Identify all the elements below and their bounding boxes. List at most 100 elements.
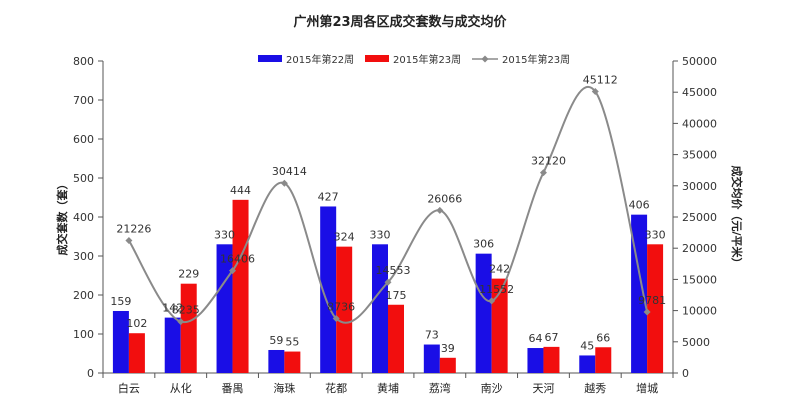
category-label: 南沙: [481, 382, 503, 395]
category-label: 荔湾: [429, 381, 451, 395]
price-value-label: 14553: [376, 264, 411, 277]
bars: [112, 199, 664, 373]
right-tick-label: 40000: [682, 117, 717, 130]
bar-value-label: 242: [489, 263, 510, 276]
left-axis-label: 成交套数（套）: [55, 179, 69, 256]
left-axis-ticks: 0 100 200 300 400 500 600 700 800: [73, 55, 103, 380]
category-label: 从化: [170, 381, 192, 395]
left-tick-label: 300: [73, 250, 94, 263]
price-point: [177, 318, 185, 326]
bar-value-label: 73: [425, 329, 439, 342]
right-axis-label: 成交均价（元/平米）: [730, 165, 744, 268]
bar-value-label: 427: [318, 190, 339, 203]
bar-value-label: 55: [285, 336, 299, 349]
bar-value-label: 39: [441, 342, 455, 355]
price-value-label: 26066: [427, 192, 462, 205]
bar-week22: [268, 349, 285, 373]
bar-week22: [320, 206, 337, 373]
bar-value-label: 444: [230, 184, 251, 197]
legend-marker-price: [481, 55, 489, 63]
bar-week23: [284, 351, 301, 373]
legend: 2015年第22周 2015年第23周 2015年第23周: [258, 53, 570, 66]
left-tick-label: 500: [73, 172, 94, 185]
bar-week22: [164, 317, 181, 373]
bar-week22: [475, 253, 492, 373]
bar-week23: [543, 346, 560, 373]
bar-week23: [232, 199, 249, 373]
bar-value-label: 59: [269, 334, 283, 347]
right-tick-label: 5000: [682, 336, 710, 349]
bar-value-label: 406: [629, 199, 650, 212]
price-point: [591, 88, 599, 96]
bar-week23: [439, 357, 456, 373]
left-tick-label: 600: [73, 133, 94, 146]
right-tick-label: 0: [682, 367, 689, 380]
price-point: [332, 314, 340, 322]
price-value-label: 8235: [172, 304, 200, 317]
right-tick-label: 30000: [682, 180, 717, 193]
right-tick-label: 10000: [682, 305, 717, 318]
right-tick-label: 15000: [682, 273, 717, 286]
price-value-label: 16406: [220, 253, 255, 266]
category-label: 花都: [325, 382, 347, 395]
bar-value-label: 330: [370, 228, 391, 241]
price-value-label: 9781: [638, 294, 666, 307]
bar-week23: [647, 244, 664, 373]
bar-week23: [336, 246, 353, 373]
price-point: [488, 297, 496, 305]
category-label: 增城: [636, 381, 658, 395]
bar-value-label: 330: [214, 228, 235, 241]
price-value-label: 32120: [531, 155, 566, 168]
legend-swatch-week23: [365, 55, 389, 62]
price-line: [125, 86, 651, 326]
right-tick-label: 20000: [682, 242, 717, 255]
left-tick-label: 100: [73, 328, 94, 341]
bar-value-label: 66: [596, 331, 610, 344]
right-tick-label: 45000: [682, 86, 717, 99]
bar-value-label: 324: [334, 231, 355, 244]
price-value-label: 11552: [479, 283, 514, 296]
right-axis-ticks: 0 5000 10000 15000 20000 25000 30000 35000 40000…: [673, 55, 717, 380]
price-value-label: 45112: [583, 74, 618, 87]
category-label: 番禺: [222, 382, 244, 395]
bar-value-label: 64: [528, 332, 542, 345]
bar-week23: [180, 283, 197, 373]
price-point: [643, 308, 651, 316]
legend-label-price: 2015年第23周: [502, 53, 570, 66]
legend-label-week22: 2015年第22周: [286, 53, 354, 66]
left-tick-label: 200: [73, 289, 94, 302]
bar-week22: [372, 244, 388, 373]
price-point: [125, 237, 133, 245]
price-value-label: 8736: [327, 300, 355, 313]
bar-value-label: 159: [110, 295, 131, 308]
category-label: 海珠: [273, 381, 295, 395]
bar-week23: [491, 278, 508, 373]
bar-value-label: 175: [386, 289, 407, 302]
category-label: 黄埔: [377, 381, 399, 395]
left-tick-label: 400: [73, 211, 94, 224]
price-point: [280, 179, 288, 187]
bar-week22: [423, 344, 440, 373]
bar-week23: [595, 347, 612, 373]
bar-week22: [112, 310, 129, 373]
right-tick-label: 25000: [682, 211, 717, 224]
category-ticks: 白云 从化 番禺 海珠 花都 黄埔 荔湾 南沙 天河 越秀 增城: [102, 373, 674, 395]
right-tick-label: 50000: [682, 55, 717, 68]
data-labels: 159 142 330 59 427 330 73 306 64 45 406 102 229 444 55…: [110, 74, 666, 355]
bar-value-label: 142: [162, 302, 183, 315]
chart-title: 广州第23周各区成交套数与成交均价: [293, 14, 507, 30]
right-tick-label: 35000: [682, 149, 717, 162]
left-tick-label: 700: [73, 94, 94, 107]
category-label: 天河: [532, 382, 554, 395]
category-label: 越秀: [584, 381, 606, 395]
bar-value-label: 229: [178, 268, 199, 281]
price-point: [436, 206, 444, 214]
left-tick-label: 800: [73, 55, 94, 68]
legend-label-week23: 2015年第23周: [393, 53, 461, 66]
price-value-label: 30414: [272, 165, 307, 178]
bar-value-label: 306: [473, 238, 494, 251]
price-point: [384, 278, 392, 286]
bar-value-label: 67: [544, 331, 558, 344]
price-line-path: [128, 86, 649, 324]
